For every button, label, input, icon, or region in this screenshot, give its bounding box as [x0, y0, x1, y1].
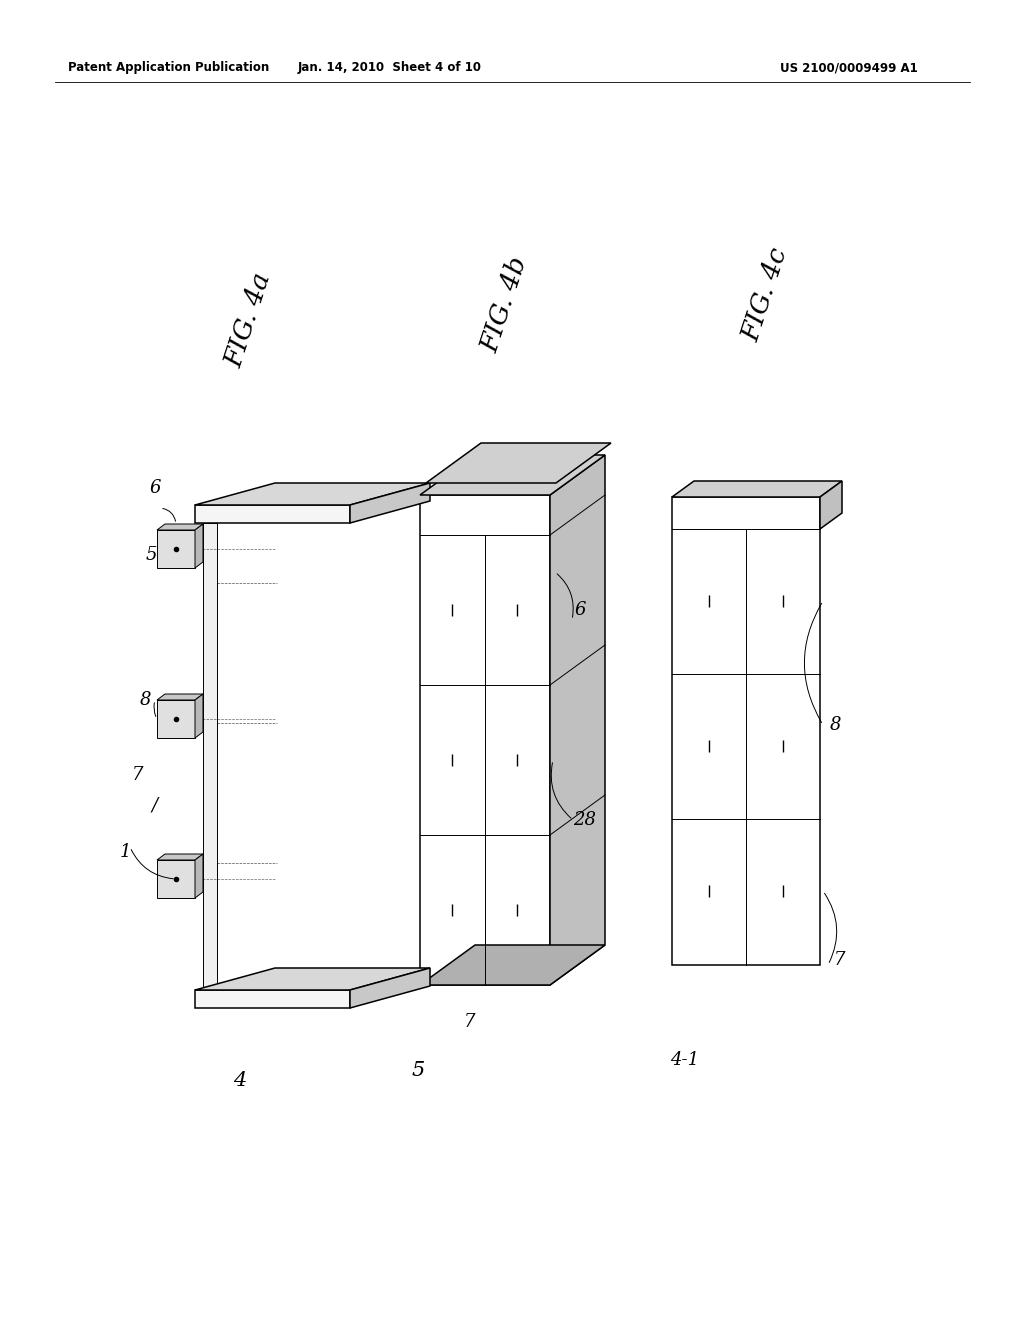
- Polygon shape: [195, 694, 203, 738]
- Polygon shape: [195, 483, 430, 506]
- Polygon shape: [350, 483, 430, 523]
- Polygon shape: [195, 524, 203, 568]
- Polygon shape: [426, 444, 611, 483]
- Text: 6: 6: [574, 601, 586, 619]
- Polygon shape: [157, 531, 195, 568]
- Polygon shape: [195, 506, 350, 523]
- Polygon shape: [420, 455, 605, 495]
- Polygon shape: [672, 480, 842, 498]
- Text: 8: 8: [139, 690, 151, 709]
- Text: 8: 8: [829, 715, 841, 734]
- Text: 7: 7: [835, 950, 846, 969]
- Text: FIG. 4b: FIG. 4b: [478, 253, 532, 356]
- Polygon shape: [157, 854, 203, 861]
- Polygon shape: [820, 480, 842, 529]
- Polygon shape: [157, 694, 203, 700]
- Polygon shape: [157, 861, 195, 898]
- Text: 28: 28: [573, 810, 597, 829]
- Polygon shape: [195, 968, 430, 990]
- Text: 4-1: 4-1: [671, 1051, 699, 1069]
- Text: Patent Application Publication: Patent Application Publication: [68, 62, 269, 74]
- Text: FIG. 4a: FIG. 4a: [221, 269, 275, 371]
- Text: 5: 5: [412, 1060, 425, 1080]
- Text: 5: 5: [145, 546, 157, 564]
- Polygon shape: [420, 945, 605, 985]
- Text: Jan. 14, 2010  Sheet 4 of 10: Jan. 14, 2010 Sheet 4 of 10: [298, 62, 482, 74]
- Text: 7: 7: [132, 766, 143, 784]
- Text: /: /: [152, 796, 158, 814]
- Polygon shape: [203, 523, 217, 990]
- Text: 1: 1: [119, 843, 131, 861]
- Text: 6: 6: [150, 479, 161, 498]
- Text: FIG. 4c: FIG. 4c: [738, 246, 792, 345]
- Polygon shape: [550, 455, 605, 985]
- Polygon shape: [157, 700, 195, 738]
- Polygon shape: [420, 495, 550, 985]
- Polygon shape: [195, 990, 350, 1008]
- Text: 4: 4: [233, 1071, 247, 1089]
- Polygon shape: [157, 524, 203, 531]
- Polygon shape: [195, 854, 203, 898]
- Text: 7: 7: [464, 1012, 476, 1031]
- Polygon shape: [672, 498, 820, 965]
- Text: US 2100/0009499 A1: US 2100/0009499 A1: [780, 62, 918, 74]
- Polygon shape: [350, 968, 430, 1008]
